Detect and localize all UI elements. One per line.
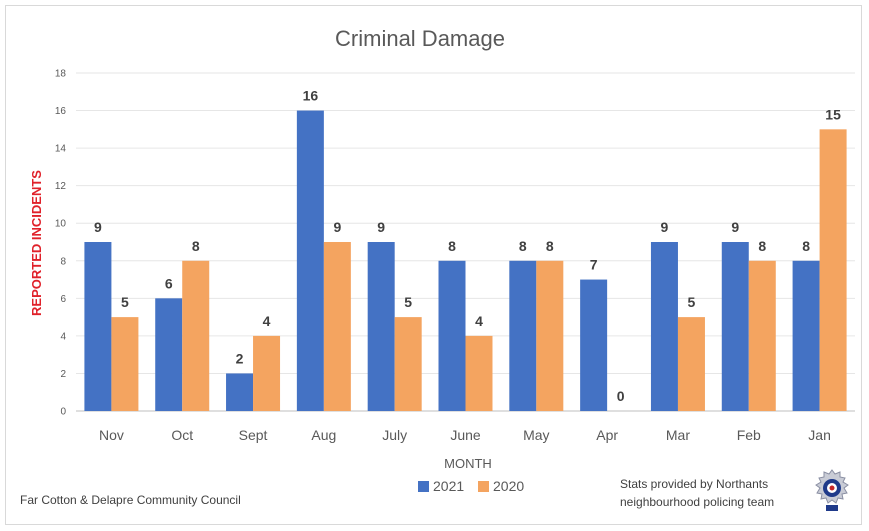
legend-label-2020: 2020 (493, 478, 524, 494)
y-axis-title: REPORTED INCIDENTS (29, 170, 44, 316)
data-label-2021: 7 (590, 257, 598, 273)
x-category-label: May (523, 427, 549, 443)
police-credit-line2: neighbourhood policing team (620, 495, 775, 509)
bar-2021 (367, 242, 395, 411)
chart-title: Criminal Damage (335, 26, 505, 51)
chart-frame (5, 5, 862, 525)
data-label-2020: 0 (617, 388, 625, 404)
data-label-2020: 8 (192, 238, 200, 254)
data-label-2021: 8 (802, 238, 810, 254)
data-label-2021: 2 (236, 350, 244, 366)
y-tick-label: 14 (55, 144, 67, 155)
x-category-label: Feb (737, 427, 761, 443)
bar-2021 (84, 242, 112, 411)
bar-2020 (394, 317, 422, 411)
x-category-label: Aug (311, 427, 336, 443)
y-tick-label: 10 (55, 219, 67, 230)
data-label-2020: 5 (404, 294, 412, 310)
x-axis-title: MONTH (444, 456, 492, 471)
data-label-2020: 15 (825, 106, 841, 122)
data-labels: 9 5 6 8 2 4 16 9 9 5 8 4 8 8 7 0 9 5 9 8 8 15 (94, 88, 841, 404)
data-label-2020: 8 (546, 238, 554, 254)
data-label-2021: 16 (303, 88, 319, 104)
data-label-2020: 8 (758, 238, 766, 254)
data-label-2020: 9 (333, 219, 341, 235)
y-tick-label: 18 (55, 69, 67, 80)
data-label-2020: 5 (121, 294, 129, 310)
data-label-2021: 8 (519, 238, 527, 254)
bar-2020 (536, 260, 564, 411)
bar-2021 (155, 298, 183, 411)
x-category-label: June (450, 427, 481, 443)
x-category-label: Jan (808, 427, 831, 443)
bar-2021 (438, 260, 466, 411)
legend-swatch-2020 (478, 481, 489, 492)
bar-2020 (465, 335, 493, 411)
x-category-label: Mar (666, 427, 690, 443)
bar-2021 (296, 110, 324, 412)
bar-2020 (111, 317, 139, 411)
y-tick-label: 0 (60, 407, 66, 418)
bar-2021 (721, 242, 749, 411)
data-label-2021: 9 (661, 219, 669, 235)
police-crest-icon (815, 469, 849, 511)
data-label-2021: 9 (731, 219, 739, 235)
y-tick-label: 4 (60, 331, 66, 342)
y-tick-label: 16 (55, 106, 67, 117)
x-category-label: Oct (171, 427, 193, 443)
y-tick-label: 2 (60, 369, 66, 380)
legend-label-2021: 2021 (433, 478, 464, 494)
data-label-2021: 9 (377, 219, 385, 235)
data-label-2021: 6 (165, 275, 173, 291)
council-credit: Far Cotton & Delapre Community Council (20, 493, 241, 507)
bar-2021 (792, 260, 820, 411)
police-credit: Stats provided by Northants neighbourhoo… (620, 475, 774, 511)
police-credit-line1: Stats provided by Northants (620, 477, 769, 491)
y-axis-ticks: 0 2 4 6 8 10 12 14 16 18 (55, 69, 67, 418)
data-label-2020: 4 (475, 313, 483, 329)
bar-2021 (580, 279, 608, 411)
x-category-label: Apr (596, 427, 618, 443)
x-axis-categories: Nov Oct Sept Aug July June May Apr Mar Feb Jan (99, 427, 831, 443)
bar-2020 (182, 260, 210, 411)
bar-2021 (226, 373, 254, 411)
bars (84, 110, 847, 412)
data-label-2021: 9 (94, 219, 102, 235)
x-category-label: Nov (99, 427, 124, 443)
bar-2020 (819, 129, 847, 412)
bar-2020 (748, 260, 776, 411)
x-category-label: Sept (239, 427, 268, 443)
bar-2020 (253, 335, 281, 411)
bar-2021 (509, 260, 537, 411)
y-tick-label: 6 (60, 294, 66, 305)
data-label-2020: 5 (688, 294, 696, 310)
y-tick-label: 12 (55, 181, 67, 192)
data-label-2021: 8 (448, 238, 456, 254)
bar-2020 (677, 317, 705, 411)
x-category-label: July (382, 427, 407, 443)
legend-swatch-2021 (418, 481, 429, 492)
bar-2020 (323, 242, 351, 411)
bar-2021 (650, 242, 678, 411)
y-tick-label: 8 (60, 256, 66, 267)
data-label-2020: 4 (263, 313, 271, 329)
legend: 2021 2020 (418, 478, 524, 494)
